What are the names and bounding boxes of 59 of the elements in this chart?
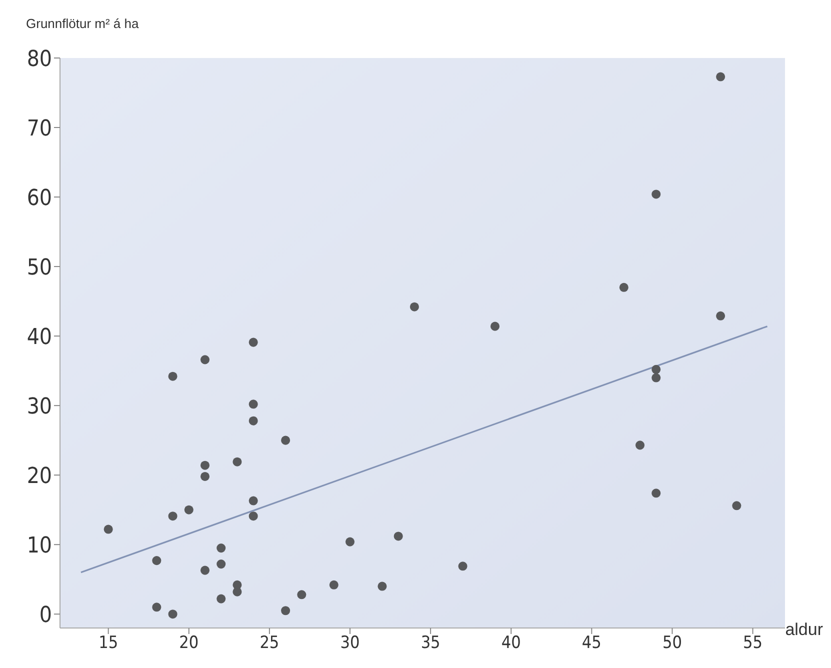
- point: [232, 457, 242, 466]
- y-tick-label: 40: [26, 324, 52, 350]
- x-tick-label: 35: [420, 633, 440, 654]
- point: [652, 364, 661, 374]
- point: [652, 373, 661, 382]
- point: [716, 311, 726, 320]
- point: [200, 472, 210, 481]
- point: [619, 282, 628, 292]
- point: [200, 355, 210, 364]
- y-tick-label: 50: [26, 255, 52, 280]
- point: [458, 562, 468, 571]
- point: [248, 416, 258, 426]
- x-tick-label: 30: [340, 633, 360, 654]
- x-tick-label: 40: [501, 633, 521, 654]
- point: [716, 72, 726, 82]
- x-tick-label: 50: [662, 633, 682, 654]
- y-tick-label: 70: [26, 116, 52, 142]
- point: [104, 524, 113, 534]
- point: [652, 488, 661, 498]
- point: [394, 532, 403, 541]
- x-tick-label: 20: [179, 633, 199, 654]
- point: [652, 190, 661, 199]
- y-tick-label: 80: [26, 46, 52, 72]
- point: [168, 512, 178, 521]
- point: [329, 580, 338, 590]
- point: [168, 610, 178, 619]
- point: [490, 322, 500, 331]
- point: [281, 606, 290, 616]
- y-axis-title: Grunnflötur m² á ha: [26, 16, 139, 31]
- point: [152, 556, 162, 566]
- x-tick-label: 55: [743, 633, 763, 654]
- point: [216, 594, 226, 604]
- point: [248, 512, 258, 521]
- y-tick-label: 20: [26, 464, 52, 489]
- point: [410, 302, 419, 312]
- point: [168, 372, 178, 381]
- point: [635, 440, 645, 450]
- point: [200, 566, 210, 575]
- point: [297, 590, 306, 600]
- y-tick-label: 10: [26, 533, 52, 558]
- point: [345, 537, 355, 546]
- x-tick-label: 45: [582, 633, 602, 654]
- point: [732, 501, 742, 510]
- point: [248, 400, 258, 409]
- x-axis-title: aldur: [785, 620, 823, 640]
- point: [248, 496, 258, 506]
- point: [378, 582, 387, 591]
- point: [281, 436, 290, 445]
- point: [216, 560, 226, 569]
- point: [200, 460, 210, 470]
- y-tick-label: 0: [39, 602, 52, 628]
- x-tick-label: 15: [98, 633, 118, 654]
- point: [216, 544, 226, 553]
- point: [248, 338, 258, 347]
- x-tick-label: 25: [260, 633, 280, 654]
- point: [184, 505, 194, 514]
- y-tick-label: 60: [26, 186, 52, 211]
- point: [152, 602, 162, 612]
- y-tick-label: 30: [26, 394, 52, 420]
